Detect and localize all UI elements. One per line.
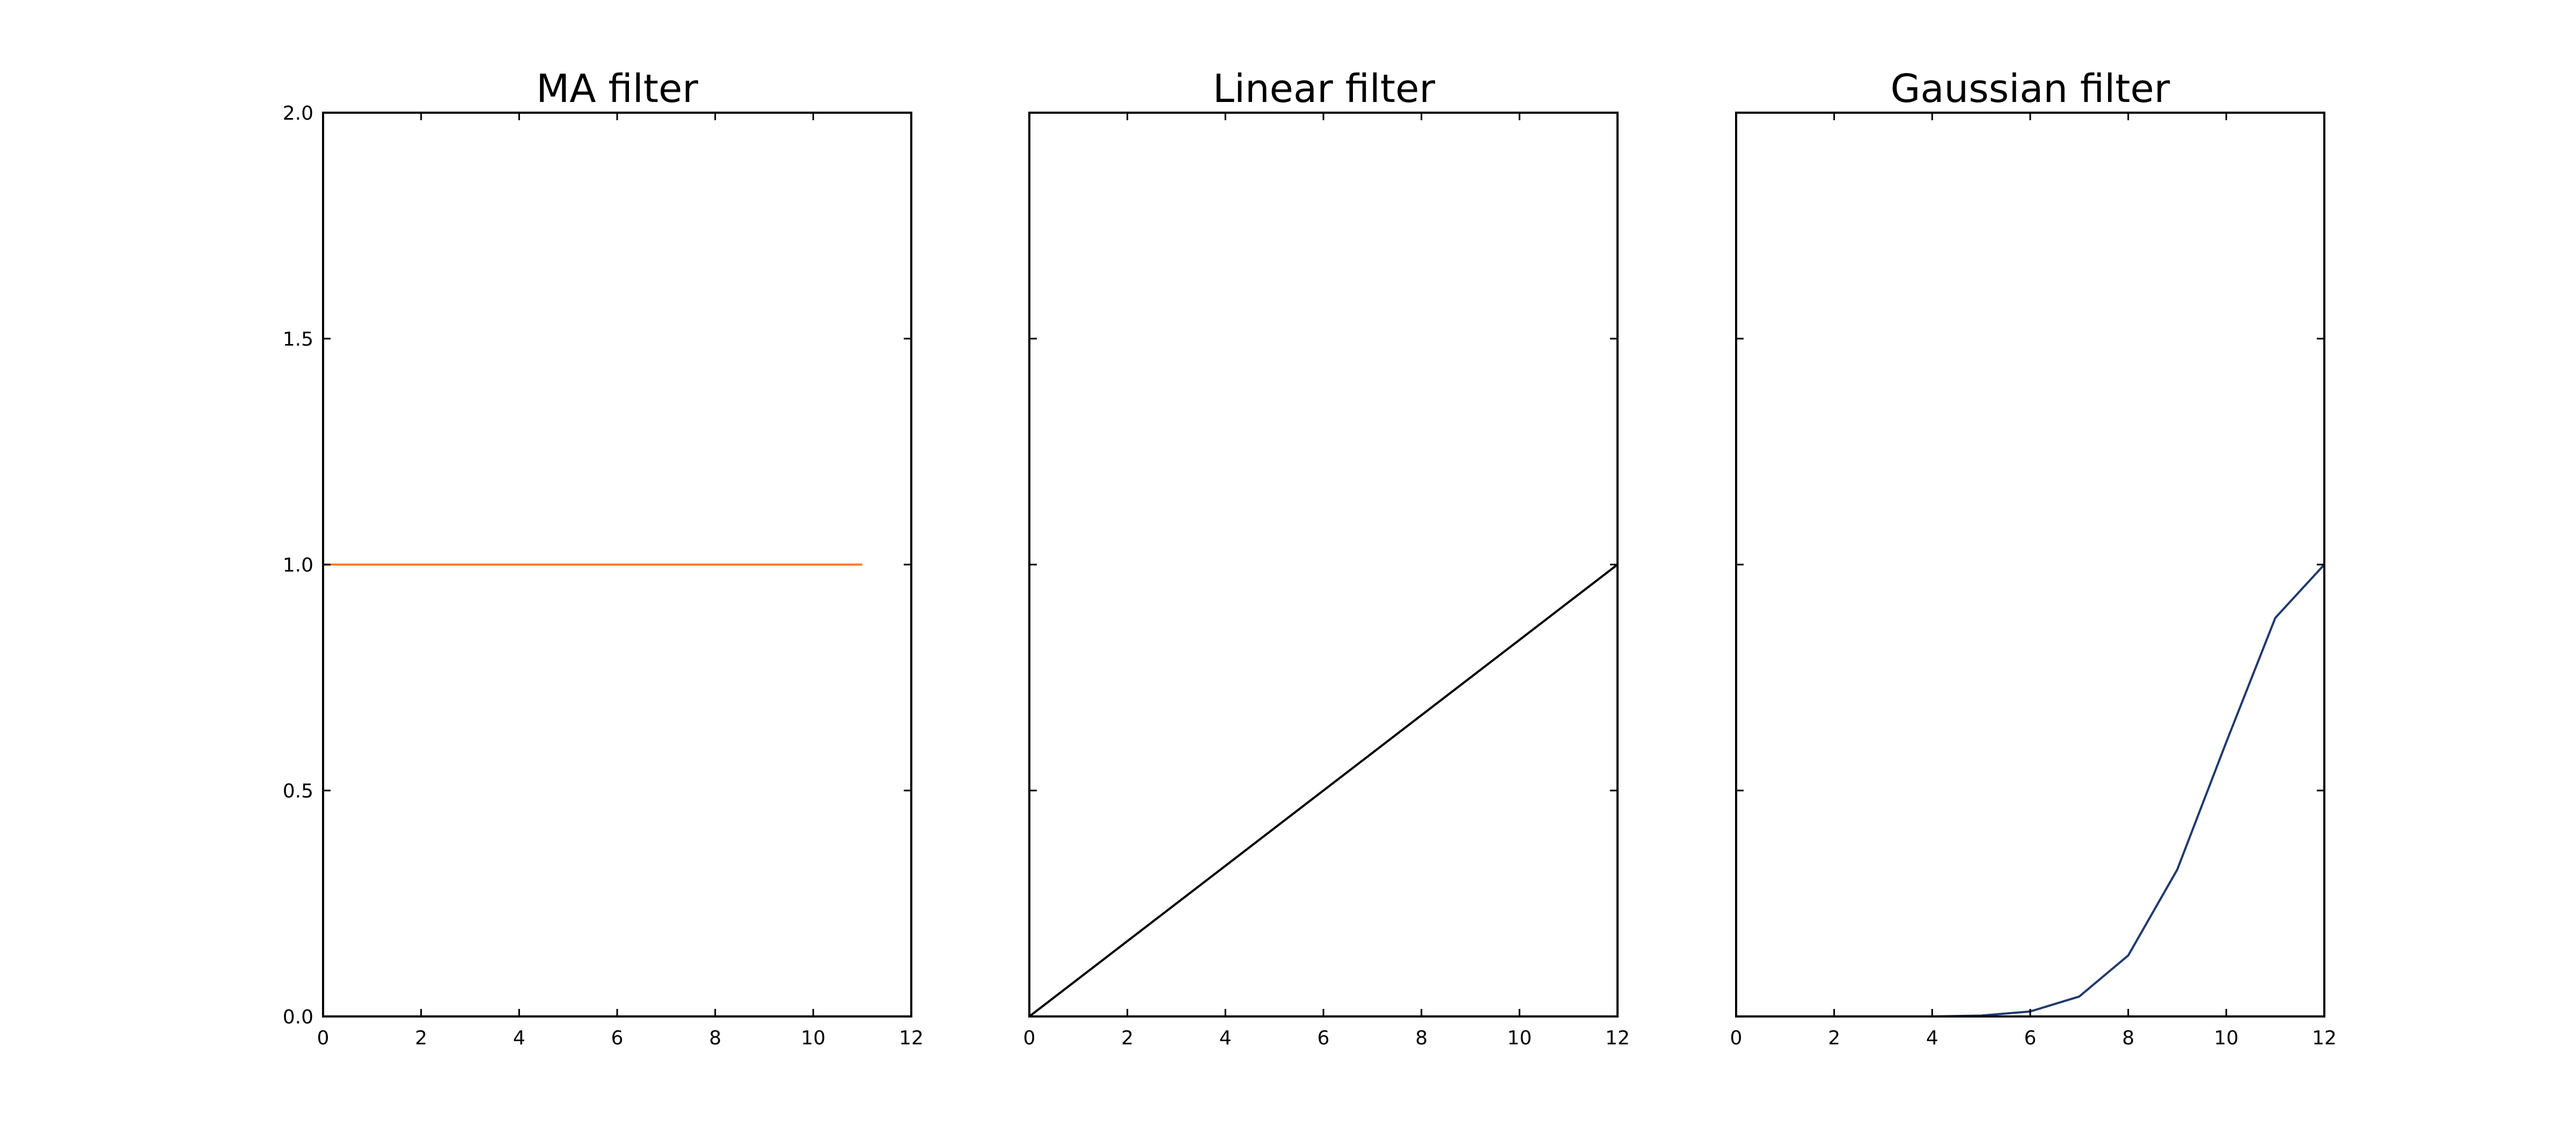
- series-line: [1736, 564, 2325, 1018]
- x-tick-label: 12: [1605, 1027, 1630, 1049]
- x-tick-label: 10: [1507, 1027, 1532, 1049]
- subplot-title: Linear filter: [1213, 66, 1436, 111]
- axes-frame: [1735, 112, 2325, 1018]
- y-tick-label: 2.0: [283, 103, 313, 125]
- x-tick-label: 4: [513, 1027, 525, 1049]
- y-tick-label: 0.0: [283, 1006, 313, 1028]
- x-tick-label: 8: [1415, 1027, 1428, 1049]
- x-tick-label: 8: [2122, 1027, 2134, 1049]
- x-tick-label: 10: [2214, 1027, 2238, 1049]
- subplot-gaussian-filter: Gaussian filter 0 2 4 6 8 10 12: [1730, 66, 2337, 1049]
- x-tick-label: 4: [1219, 1027, 1232, 1049]
- subplot-linear-filter: Linear filter 0 2 4 6 8 10 12: [1023, 66, 1630, 1049]
- y-tick-label: 0.5: [283, 780, 313, 802]
- x-tick-label: 8: [709, 1027, 721, 1049]
- subplot-title: MA filter: [536, 66, 698, 111]
- y-tick-label: 1.5: [283, 328, 313, 350]
- x-tick-label: 12: [2312, 1027, 2337, 1049]
- subplot-ma-filter: MA filter 0 2 4 6 8 10 12 0.0 0.5 1.0 1.5 2.0: [283, 66, 924, 1049]
- x-tick-label: 6: [2024, 1027, 2037, 1049]
- x-tick-label: 10: [801, 1027, 825, 1049]
- x-tick-label: 2: [415, 1027, 427, 1049]
- series-line: [1028, 564, 1619, 1018]
- x-tick-label: 2: [1828, 1027, 1840, 1049]
- x-tick-label: 4: [1926, 1027, 1938, 1049]
- x-tick-label: 2: [1121, 1027, 1133, 1049]
- x-tick-label: 0: [1023, 1027, 1036, 1049]
- x-tick-label: 6: [1318, 1027, 1330, 1049]
- y-tick-label: 1.0: [283, 554, 313, 576]
- x-tick-label: 0: [1730, 1027, 1743, 1049]
- x-tick-label: 0: [317, 1027, 330, 1049]
- axes-frame: [1028, 112, 1619, 1018]
- subplot-title: Gaussian filter: [1891, 66, 2170, 111]
- x-tick-label: 6: [611, 1027, 624, 1049]
- x-tick-label: 12: [899, 1027, 924, 1049]
